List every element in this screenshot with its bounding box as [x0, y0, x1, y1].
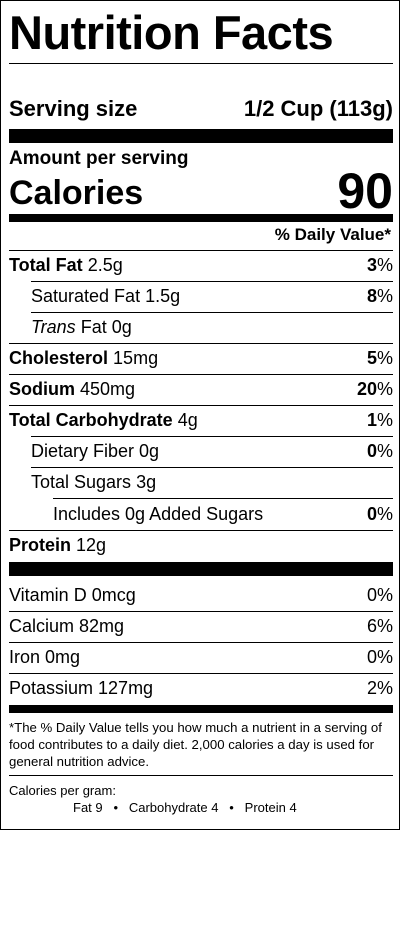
vitamin-dv: 0%	[366, 585, 393, 605]
nutrient-dv: 0	[366, 441, 377, 461]
nutrient-dv: 5	[366, 348, 377, 368]
divider	[9, 611, 393, 612]
thick-divider	[9, 562, 393, 576]
nutrient-name: Fat	[80, 317, 107, 337]
nutrient-amount: 1.5g	[145, 286, 181, 306]
serving-size-row: Serving size 1/2 Cup (113g)	[9, 93, 393, 125]
nutrient-name: Protein	[9, 535, 72, 555]
vitamin-row: Calcium 82mg 6%	[9, 611, 393, 642]
nutrient-row-protein: Protein 12g	[9, 530, 393, 561]
divider	[9, 775, 393, 776]
divider	[9, 63, 393, 64]
nutrient-amount: 2.5g	[87, 255, 123, 275]
percent-sign: %	[376, 504, 393, 524]
vitamin-row: Potassium 127mg 2%	[9, 673, 393, 704]
nutrient-name: Includes 0g Added Sugars	[53, 504, 264, 524]
calories-label: Calories	[9, 174, 144, 212]
divider	[31, 312, 393, 313]
nutrient-row-added-sugars: Includes 0g Added Sugars 0%	[53, 499, 393, 530]
divider	[9, 405, 393, 406]
nutrient-dv: 3	[366, 255, 377, 275]
nutrient-dv: 8	[366, 286, 377, 306]
divider	[31, 436, 393, 437]
amount-per-serving: Amount per serving	[9, 148, 189, 169]
nutrient-dv: 1	[366, 410, 377, 430]
nutrient-row-total-sugars: Total Sugars 3g	[31, 467, 393, 498]
nutrient-amount: 4g	[177, 410, 198, 430]
vitamin-name: Calcium 82mg	[9, 616, 125, 636]
nutrient-amount: 3g	[136, 472, 157, 492]
nutrient-amount: 450mg	[80, 379, 136, 399]
nutrient-name: Total Fat	[9, 255, 83, 275]
nutrition-facts-label: Nutrition Facts Serving size 1/2 Cup (11…	[0, 0, 400, 830]
percent-sign: %	[376, 255, 393, 275]
vitamin-row: Iron 0mg 0%	[9, 642, 393, 673]
divider	[9, 250, 393, 251]
nutrient-name: Cholesterol	[9, 348, 109, 368]
nutrient-row-total-fat: Total Fat 2.5g 3%	[9, 250, 393, 281]
calories-value: 90	[337, 163, 393, 219]
nutrient-name: Sodium	[9, 379, 75, 399]
divider	[31, 281, 393, 282]
nutrient-name: Saturated Fat	[31, 286, 141, 306]
nutrient-row-cholesterol: Cholesterol 15mg 5%	[9, 343, 393, 374]
nutrient-name-italic: Trans	[31, 317, 76, 337]
serving-size-value: 1/2 Cup (113g)	[243, 96, 393, 121]
nutrient-amount: 0g	[111, 317, 132, 337]
divider	[53, 498, 393, 499]
calories-per-gram-values: Fat 9 • Carbohydrate 4 • Protein 4	[73, 800, 297, 815]
nutrient-name: Total Sugars	[31, 472, 132, 492]
nutrient-dv: 20	[356, 379, 377, 399]
divider	[9, 530, 393, 531]
thick-divider	[9, 129, 393, 143]
nutrient-dv: 0	[366, 504, 377, 524]
label-title: Nutrition Facts	[9, 6, 334, 59]
vitamin-dv: 6%	[366, 616, 393, 636]
divider	[31, 467, 393, 468]
percent-sign: %	[376, 286, 393, 306]
vitamin-name: Iron 0mg	[9, 647, 81, 667]
percent-sign: %	[376, 379, 393, 399]
nutrient-row-saturated-fat: Saturated Fat 1.5g 8%	[31, 281, 393, 312]
calories-row: Calories 90	[9, 163, 393, 219]
medium-divider	[9, 214, 393, 222]
daily-value-footnote: *The % Daily Value tells you how much a …	[9, 720, 382, 769]
vitamin-dv: 0%	[366, 647, 393, 667]
nutrient-amount: 12g	[76, 535, 107, 555]
percent-sign: %	[376, 441, 393, 461]
vitamin-row: Vitamin D 0mcg 0%	[9, 580, 393, 611]
nutrient-row-trans-fat: Trans Fat 0g	[31, 312, 393, 343]
medium-divider	[9, 705, 393, 713]
nutrient-row-total-carbohydrate: Total Carbohydrate 4g 1%	[9, 405, 393, 436]
nutrient-name: Dietary Fiber	[31, 441, 135, 461]
divider	[9, 343, 393, 344]
serving-size-label: Serving size	[9, 96, 138, 121]
percent-sign: %	[376, 410, 393, 430]
nutrient-amount: 0g	[139, 441, 160, 461]
nutrient-row-sodium: Sodium 450mg 20%	[9, 374, 393, 405]
vitamin-name: Potassium 127mg	[9, 678, 154, 698]
percent-sign: %	[376, 348, 393, 368]
daily-value-header: % Daily Value*	[274, 225, 391, 244]
nutrient-name: Total Carbohydrate	[9, 410, 173, 430]
nutrient-row-dietary-fiber: Dietary Fiber 0g 0%	[31, 436, 393, 467]
divider	[9, 374, 393, 375]
nutrient-amount: 15mg	[113, 348, 159, 368]
calories-per-gram-label: Calories per gram:	[9, 783, 116, 798]
divider	[9, 642, 393, 643]
vitamin-name: Vitamin D 0mcg	[9, 585, 136, 605]
divider	[9, 673, 393, 674]
vitamin-dv: 2%	[366, 678, 393, 698]
